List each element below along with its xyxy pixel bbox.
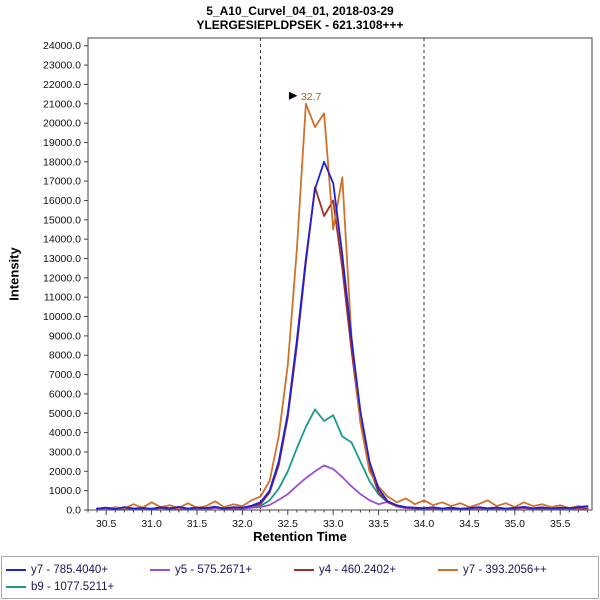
- svg-text:34.5: 34.5: [459, 518, 480, 530]
- svg-text:31.0: 31.0: [141, 518, 162, 530]
- svg-text:30.5: 30.5: [96, 518, 117, 530]
- svg-text:35.5: 35.5: [550, 518, 571, 530]
- svg-text:34.0: 34.0: [414, 518, 435, 530]
- svg-text:10000.0: 10000.0: [43, 311, 81, 323]
- svg-text:2000.0: 2000.0: [49, 466, 81, 478]
- x-axis-ticks: 30.5 31.0 31.5 32.0 32.5 33.0 33.5 34.0 34.5 35.0…: [96, 510, 571, 530]
- plot-area: 0.0 1000.0 2000.0 3000.0 4000.0 5000.0 6000.0 7…: [0, 32, 600, 556]
- boundary-lines: [260, 38, 425, 510]
- svg-text:16000.0: 16000.0: [43, 195, 81, 207]
- svg-text:0.0: 0.0: [66, 505, 81, 517]
- series-line-2: [96, 186, 589, 510]
- peak-annotation-arrow-icon: [288, 91, 298, 100]
- svg-text:17000.0: 17000.0: [43, 176, 81, 188]
- legend: y7 - 785.4040+ y5 - 575.2671+ y4 - 460.240…: [1, 556, 599, 599]
- legend-item: y7 - 785.4040+: [6, 561, 150, 578]
- svg-text:15000.0: 15000.0: [43, 214, 81, 226]
- legend-label: y5 - 575.2671+: [175, 563, 253, 576]
- svg-text:19000.0: 19000.0: [43, 137, 81, 149]
- svg-text:7000.0: 7000.0: [49, 369, 81, 381]
- y-axis-label: Intensity: [6, 247, 22, 301]
- chart-title: 5_A10_Curvel_04_01, 2018-03-29: [206, 4, 394, 18]
- legend-label: y7 - 393.2056++: [463, 563, 547, 576]
- svg-text:20000.0: 20000.0: [43, 118, 81, 130]
- svg-text:5000.0: 5000.0: [49, 408, 81, 420]
- svg-text:22000.0: 22000.0: [43, 79, 81, 91]
- svg-text:33.5: 33.5: [368, 518, 389, 530]
- legend-line-swatch: [294, 568, 314, 571]
- legend-item: y4 - 460.2402+: [294, 561, 438, 578]
- x-axis-minor-ticks: [87, 510, 588, 513]
- svg-text:31.5: 31.5: [187, 518, 208, 530]
- svg-text:32.0: 32.0: [232, 518, 253, 530]
- svg-text:12000.0: 12000.0: [43, 272, 81, 284]
- series-line-0: [96, 160, 589, 511]
- svg-text:3000.0: 3000.0: [49, 446, 81, 458]
- svg-text:35.0: 35.0: [505, 518, 526, 530]
- svg-text:24000.0: 24000.0: [43, 40, 81, 52]
- svg-text:32.5: 32.5: [278, 518, 299, 530]
- chromatogram-canvas: 0.0 1000.0 2000.0 3000.0 4000.0 5000.0 6000.0 7…: [43, 37, 593, 530]
- legend-item: b9 - 1077.5211+: [6, 578, 150, 595]
- chart-header: 5_A10_Curvel_04_01, 2018-03-29 YLERGESIE…: [0, 0, 600, 32]
- svg-text:4000.0: 4000.0: [49, 427, 81, 439]
- svg-text:14000.0: 14000.0: [43, 234, 81, 246]
- svg-text:1000.0: 1000.0: [49, 485, 81, 497]
- legend-label: y4 - 460.2402+: [319, 563, 397, 576]
- svg-text:8000.0: 8000.0: [49, 350, 81, 362]
- svg-text:23000.0: 23000.0: [43, 60, 81, 72]
- legend-item: y5 - 575.2671+: [150, 561, 294, 578]
- svg-text:6000.0: 6000.0: [49, 388, 81, 400]
- legend-label: y7 - 785.4040+: [31, 563, 109, 576]
- x-axis-label: Retention Time: [253, 529, 347, 544]
- svg-text:13000.0: 13000.0: [43, 253, 81, 265]
- chart-subtitle: YLERGESIEPLDPSEK - 621.3108+++: [196, 18, 404, 32]
- legend-line-swatch: [150, 568, 170, 571]
- series-lines: [96, 102, 589, 511]
- legend-item: y7 - 393.2056++: [438, 561, 582, 578]
- y-axis-ticks: 0.0 1000.0 2000.0 3000.0 4000.0 5000.0 6000.0 7…: [43, 40, 88, 517]
- peak-annotation: 32.7: [288, 91, 322, 103]
- svg-text:21000.0: 21000.0: [43, 98, 81, 110]
- plot-border: [87, 37, 593, 511]
- svg-text:9000.0: 9000.0: [49, 330, 81, 342]
- svg-text:11000.0: 11000.0: [44, 292, 81, 304]
- legend-line-swatch: [438, 568, 458, 571]
- series-line-3: [96, 102, 589, 510]
- series-line-4: [96, 408, 589, 511]
- svg-text:33.0: 33.0: [323, 518, 344, 530]
- legend-line-swatch: [6, 568, 26, 571]
- svg-text:18000.0: 18000.0: [43, 156, 81, 168]
- legend-line-swatch: [6, 585, 26, 588]
- peak-annotation-label: 32.7: [301, 91, 322, 103]
- series-line-1: [96, 464, 589, 511]
- legend-label: b9 - 1077.5211+: [31, 580, 115, 593]
